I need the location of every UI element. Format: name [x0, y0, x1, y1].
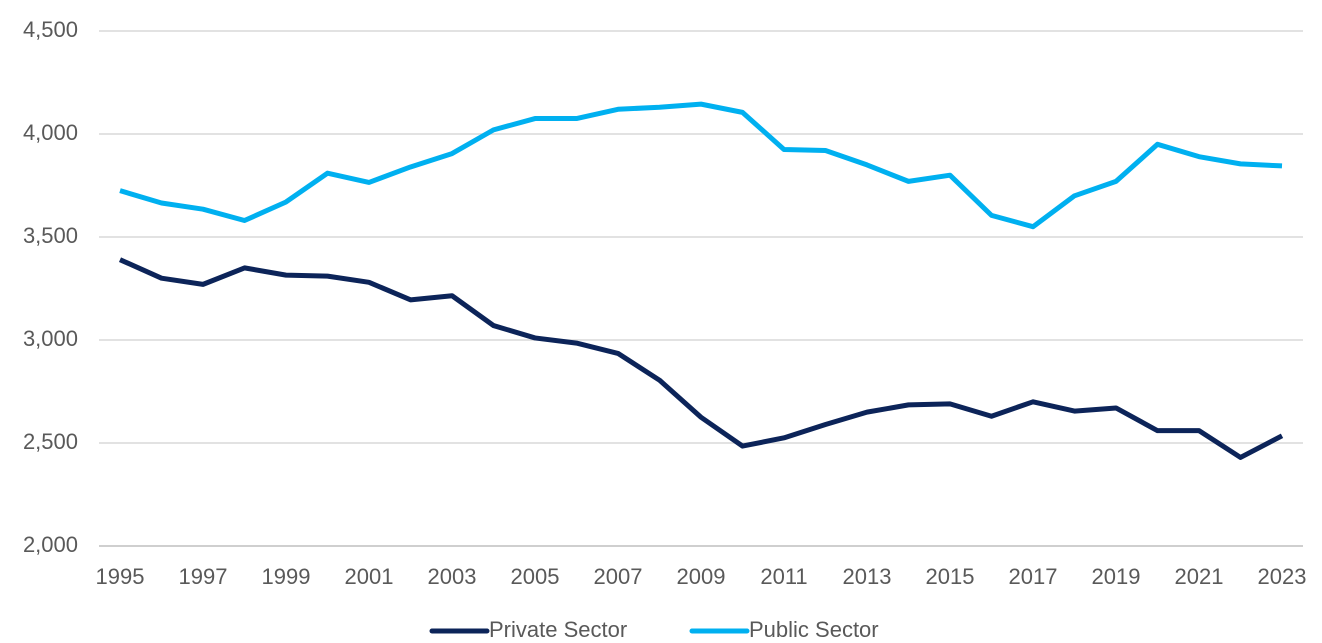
x-tick-label: 2015 [926, 564, 975, 589]
x-tick-label: 2001 [345, 564, 394, 589]
x-tick-label: 2005 [511, 564, 560, 589]
line-series [118, 257, 1284, 460]
x-tick-label: 2019 [1092, 564, 1141, 589]
x-tick-label: 2011 [760, 564, 807, 589]
x-tick-label: 1997 [179, 564, 228, 589]
legend-label: Private Sector [489, 617, 627, 642]
y-tick-label: 4,000 [23, 120, 78, 145]
y-tick-label: 2,500 [23, 429, 78, 454]
x-tick-label: 2013 [843, 564, 892, 589]
y-tick-label: 2,000 [23, 532, 78, 557]
x-tick-label: 2007 [594, 564, 643, 589]
legend-label: Public Sector [749, 617, 879, 642]
y-tick-label: 3,500 [23, 223, 78, 248]
y-tick-label: 3,000 [23, 326, 78, 351]
x-tick-label: 2003 [428, 564, 477, 589]
x-tick-label: 1999 [262, 564, 311, 589]
line-series [119, 101, 1283, 230]
x-tick-label: 2017 [1009, 564, 1058, 589]
x-tick-label: 2009 [677, 564, 726, 589]
x-tick-label: 1995 [96, 564, 145, 589]
y-tick-label: 4,500 [23, 17, 78, 42]
x-tick-label: 2023 [1258, 564, 1307, 589]
x-tick-label: 2021 [1175, 564, 1224, 589]
